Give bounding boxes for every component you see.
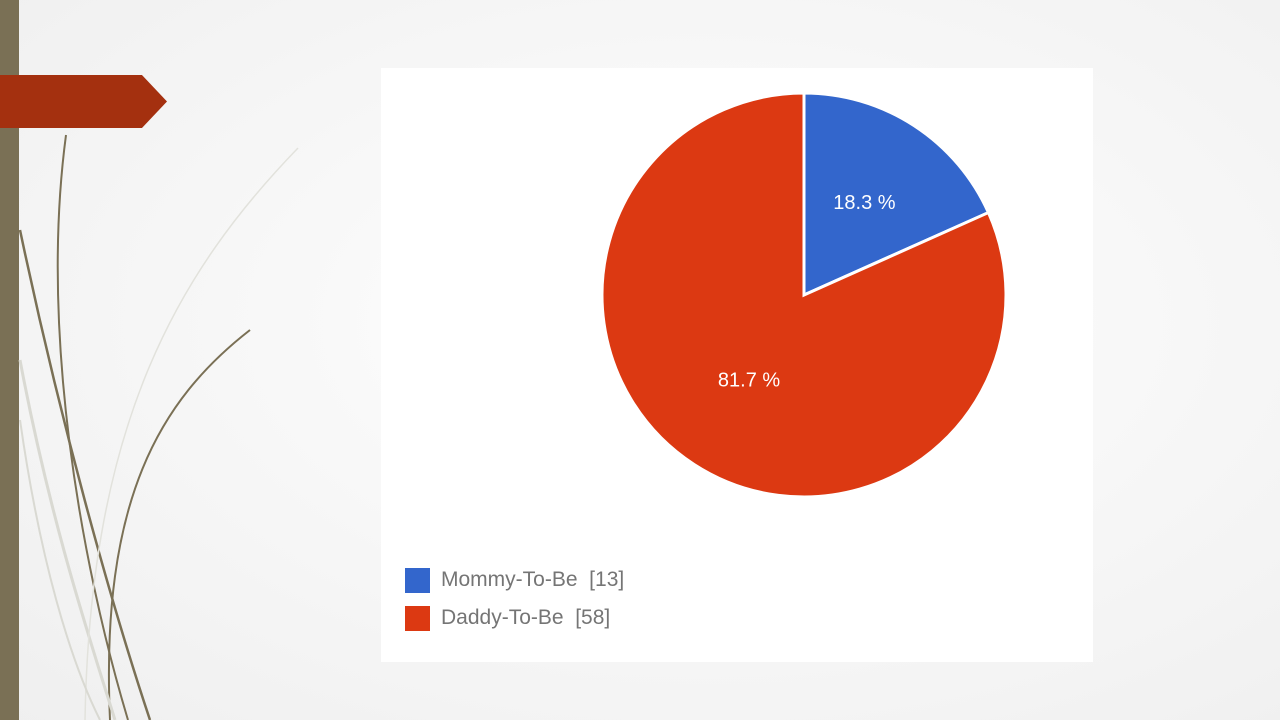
legend-label-daddy: Daddy-To-Be [58] (441, 606, 611, 629)
decor-curve (18, 229, 152, 720)
title-ribbon (0, 75, 167, 128)
decorative-curves (18, 134, 299, 720)
pie-chart: 18.3 % 81.7 % (600, 91, 1008, 499)
decor-curve (107, 329, 251, 720)
legend-swatch-mommy (405, 567, 430, 593)
left-accent-bar (0, 0, 19, 720)
pie-slice-label: 81.7 % (718, 370, 780, 392)
decor-curve (84, 147, 299, 720)
chart-card: 18.3 % 81.7 % Mommy-To-Be [13] Daddy-To-B… (381, 68, 1093, 662)
decor-curve (56, 134, 129, 720)
legend-label-mommy: Mommy-To-Be [13] (441, 568, 625, 591)
legend-swatch-daddy (405, 605, 430, 631)
legend: Mommy-To-Be [13] Daddy-To-Be [58] (405, 561, 624, 637)
decor-curve (18, 359, 117, 720)
pie-slice-mommy-to-be (802, 91, 991, 298)
legend-item-mommy: Mommy-To-Be [13] (405, 561, 624, 599)
legend-item-daddy: Daddy-To-Be [58] (405, 599, 624, 637)
decor-curve (19, 419, 101, 720)
pie-slice-label: 18.3 % (833, 192, 895, 214)
pie-slice-daddy-to-be (600, 91, 1008, 499)
